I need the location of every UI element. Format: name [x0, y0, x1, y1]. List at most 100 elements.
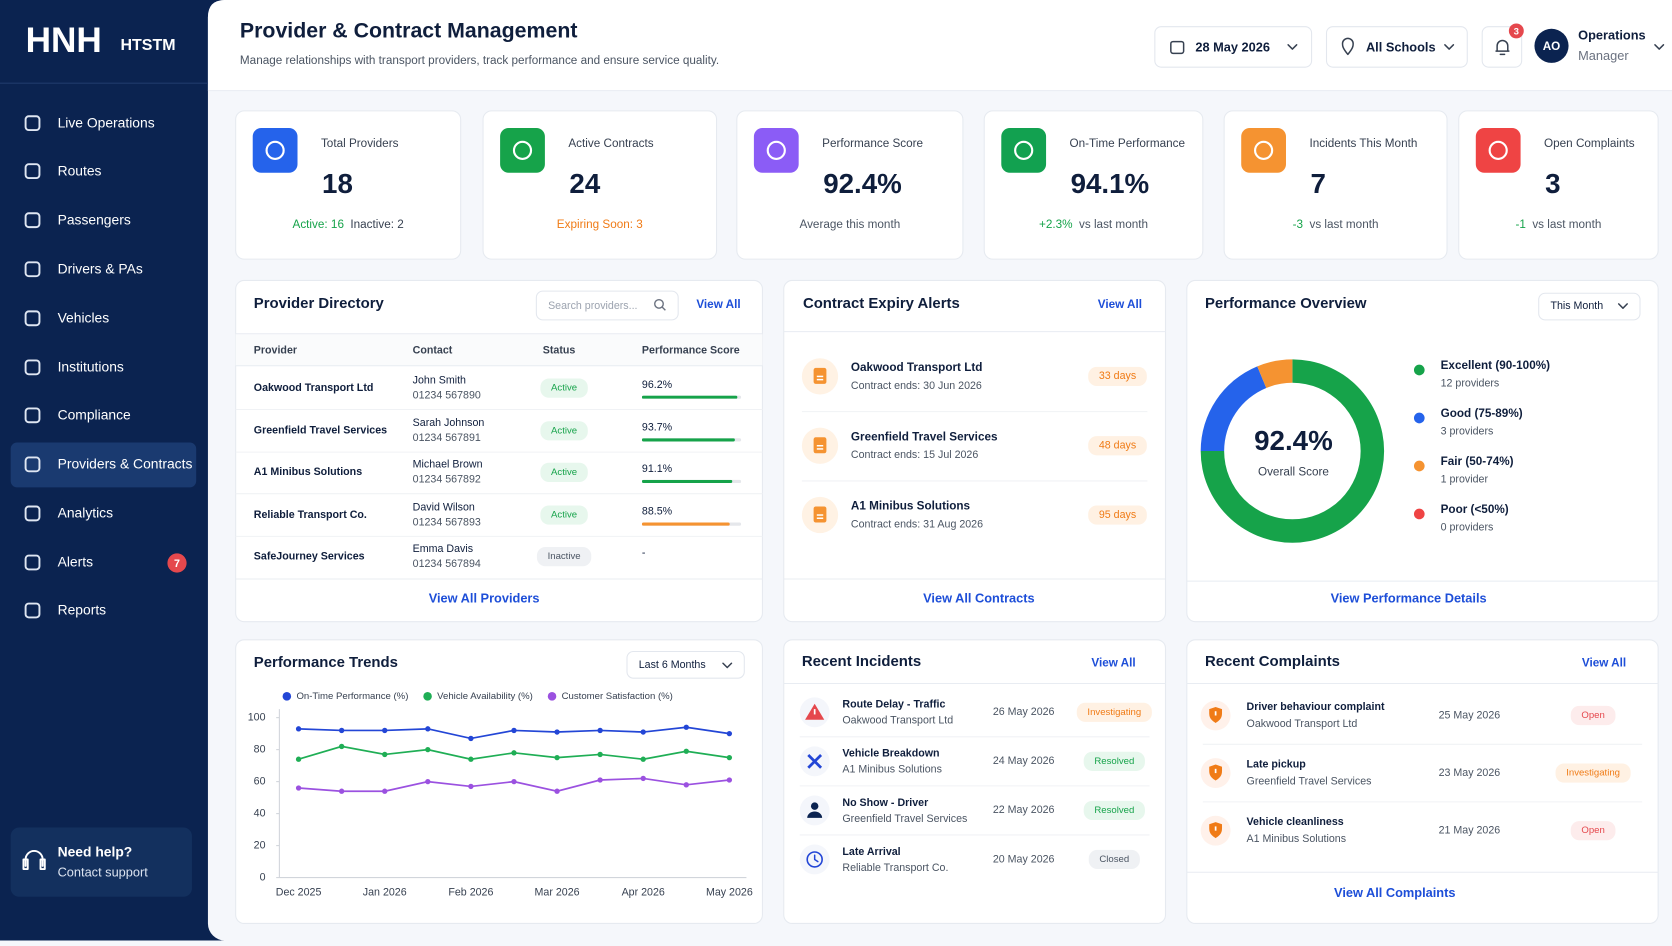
y-tick-label: 40	[254, 807, 266, 819]
contact-phone: 01234 567892	[413, 474, 481, 486]
nav-label[interactable]: Drivers & PAs	[58, 260, 143, 276]
kpi-value: 3	[1545, 168, 1560, 199]
help-text[interactable]: Contact support	[58, 865, 149, 880]
nav-label[interactable]: Passengers	[58, 211, 131, 227]
trend-point	[295, 756, 302, 762]
kpi-note-part: +2.3%	[1039, 218, 1073, 231]
nav-label[interactable]: Alerts	[58, 554, 93, 570]
help-title[interactable]: Need help?	[58, 844, 133, 860]
period: Last 6 Months	[639, 659, 706, 671]
nav-icon	[24, 505, 41, 522]
incident-title: Vehicle Breakdown	[842, 748, 939, 760]
donut-segment	[1257, 359, 1293, 389]
y-tick-label: 20	[254, 839, 266, 851]
incident-provider: Greenfield Travel Services	[842, 813, 967, 825]
panel-title: Provider Directory	[254, 295, 385, 312]
incident-status-bg	[1088, 849, 1140, 870]
incident-status-bg	[1083, 751, 1145, 771]
footer-link[interactable]: View Performance Details	[1331, 591, 1487, 606]
kpi-icon-glyph	[766, 140, 786, 160]
score-bar-box	[641, 479, 733, 484]
bell-icon	[1495, 39, 1510, 56]
date: 28 May 2026	[1195, 39, 1270, 54]
nav-label[interactable]: Providers & Contracts	[58, 456, 193, 472]
kpi-icon-glyph	[1014, 140, 1034, 160]
panel-title: Recent Complaints	[1205, 653, 1340, 670]
nav-label[interactable]: Vehicles	[58, 309, 110, 325]
nav-label[interactable]: Analytics	[58, 505, 114, 521]
nav-label[interactable]: Compliance	[58, 407, 131, 423]
kpi-title: Performance Score	[822, 137, 923, 150]
y-tick-label: 100	[248, 711, 266, 723]
kpi-value: 92.4%	[823, 168, 902, 199]
trend-point	[640, 729, 646, 735]
incident-title: No Show - Driver	[842, 797, 928, 809]
incident-icon	[810, 802, 819, 810]
kpi-title: Active Contracts	[568, 137, 653, 150]
kpi-note: +2.3% vs last month	[1039, 218, 1148, 231]
view-all-link[interactable]: View All	[696, 298, 740, 311]
trend-point	[597, 777, 603, 783]
kpi-icon	[1001, 127, 1047, 173]
view-all-link[interactable]: View All	[1091, 656, 1135, 669]
days-badge-bg	[1088, 436, 1147, 456]
chevron	[1617, 303, 1628, 309]
help-box	[10, 827, 192, 897]
x-tick-label: May 2026	[706, 886, 753, 898]
trend-point	[511, 778, 517, 785]
view-all-link[interactable]: View All	[1582, 656, 1626, 669]
legend-label: On-Time Performance (%)	[296, 691, 408, 702]
search-icon	[654, 298, 664, 309]
trend-point	[640, 775, 646, 782]
page-subtitle: Manage relationships with transport prov…	[240, 54, 719, 67]
avatar	[1534, 28, 1569, 63]
footer-link[interactable]: View All Complaints	[1334, 885, 1455, 900]
contact-name: Michael Brown	[413, 459, 483, 471]
nav-icon	[24, 261, 41, 278]
incident-title: Route Delay - Traffic	[842, 699, 945, 711]
school-picker[interactable]	[1325, 26, 1468, 68]
chevron	[1654, 44, 1665, 50]
view-all-link[interactable]: View All	[1098, 298, 1142, 311]
incident-date: 26 May 2026	[993, 706, 1055, 718]
trend-point	[425, 778, 431, 785]
provider-name: A1 Minibus Solutions	[254, 466, 362, 478]
complaint-title: Vehicle cleanliness	[1247, 816, 1344, 828]
search-box[interactable]	[535, 290, 679, 321]
trend-point	[640, 756, 646, 762]
score-bar	[641, 479, 733, 484]
period-dropdown[interactable]	[626, 650, 745, 679]
nav-label[interactable]: Institutions	[58, 359, 124, 375]
score-bar-box	[641, 522, 730, 526]
period-dropdown[interactable]	[1538, 292, 1641, 321]
panel	[235, 639, 763, 924]
nav-label[interactable]: Reports	[58, 602, 107, 618]
complaint-status-bg	[1570, 821, 1616, 841]
donut-center-value: 92.4%	[1254, 425, 1333, 456]
kpi-note-part: vs last month	[1532, 218, 1601, 231]
trend-point	[511, 750, 517, 756]
incident-status: Investigating	[1087, 707, 1141, 718]
complaint-title: Late pickup	[1247, 758, 1307, 770]
school: All Schools	[1366, 39, 1436, 54]
nav-icon	[24, 212, 41, 229]
nav-label[interactable]: Routes	[58, 162, 102, 178]
complaint-status: Open	[1581, 825, 1604, 836]
donut-center-label: Overall Score	[1258, 465, 1329, 478]
footer-link[interactable]: View All Contracts	[923, 591, 1035, 606]
days-badge: 48 days	[1099, 440, 1136, 452]
kpi-value: 24	[569, 168, 600, 199]
legend-value: 0 providers	[1441, 522, 1494, 534]
nav-icon	[24, 359, 41, 376]
trend-point	[382, 727, 388, 734]
date-picker[interactable]	[1154, 26, 1313, 68]
trend-point	[295, 726, 302, 732]
legend-label: Excellent (90-100%)	[1441, 359, 1551, 372]
notification-badge	[1508, 23, 1524, 39]
x-tick-label: Dec 2025	[276, 886, 322, 898]
nav-label[interactable]: Live Operations	[58, 114, 155, 130]
footer-link[interactable]: View All Providers	[429, 591, 540, 606]
legend-dot	[547, 692, 557, 701]
alert-provider: A1 Minibus Solutions	[851, 500, 971, 513]
